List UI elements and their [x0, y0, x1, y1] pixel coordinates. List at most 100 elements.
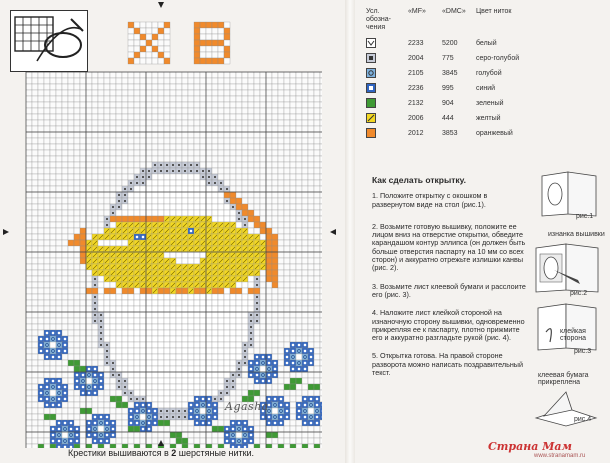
- stitch-cell: [199, 299, 207, 307]
- stitch-cell: [205, 353, 213, 361]
- stitch-cell: [199, 191, 207, 199]
- empty-cell: [235, 71, 243, 79]
- empty-cell: [139, 77, 147, 85]
- empty-cell: [91, 347, 99, 355]
- empty-cell: [55, 179, 63, 187]
- legend-mf: 2132: [408, 100, 424, 107]
- title-cell: [199, 27, 207, 35]
- empty-cell: [73, 197, 81, 205]
- stitch-symbol: [212, 276, 218, 282]
- empty-cell: [37, 275, 45, 283]
- stitch-symbol: [152, 282, 158, 288]
- stitch-symbol: [146, 252, 152, 258]
- stitch-cell: [151, 305, 159, 313]
- empty-cell: [295, 215, 303, 223]
- stitch-cell: [85, 287, 93, 295]
- empty-cell: [319, 221, 322, 229]
- empty-cell: [319, 287, 322, 295]
- stitch-cell: [241, 293, 249, 301]
- empty-cell: [199, 131, 207, 139]
- empty-cell: [217, 137, 225, 145]
- empty-cell: [91, 197, 99, 205]
- stitch-symbol: [236, 258, 242, 264]
- empty-cell: [103, 191, 111, 199]
- empty-cell: [259, 287, 267, 295]
- empty-cell: [307, 443, 315, 448]
- empty-cell: [163, 125, 171, 133]
- stitch-cell: [133, 317, 141, 325]
- empty-cell: [145, 431, 153, 439]
- stitch-cell: [187, 395, 195, 403]
- empty-cell: [121, 149, 129, 157]
- empty-cell: [235, 155, 243, 163]
- stitch-cell: [265, 263, 273, 271]
- stitch-cell: [127, 323, 135, 331]
- empty-cell: [319, 83, 322, 91]
- empty-cell: [133, 137, 141, 145]
- empty-cell: [295, 305, 303, 313]
- stitch-cell: [217, 215, 225, 223]
- empty-cell: [289, 191, 297, 199]
- stitch-symbol: [130, 188, 132, 190]
- stitch-symbol: [152, 258, 158, 264]
- stitch-cell: [115, 353, 123, 361]
- stitch-cell: [223, 215, 231, 223]
- empty-cell: [37, 143, 45, 151]
- empty-cell: [55, 167, 63, 175]
- empty-cell: [265, 287, 273, 295]
- stitch-cell: [223, 287, 231, 295]
- empty-cell: [31, 203, 39, 211]
- empty-cell: [67, 263, 75, 271]
- empty-cell: [247, 125, 255, 133]
- empty-cell: [259, 431, 267, 439]
- stitch-symbol: [291, 355, 295, 359]
- empty-cell: [43, 239, 51, 247]
- empty-cell: [295, 89, 303, 97]
- empty-cell: [289, 113, 297, 121]
- stitch-cell: [79, 407, 87, 415]
- empty-cell: [289, 317, 297, 325]
- empty-cell: [313, 95, 321, 103]
- empty-cell: [67, 407, 75, 415]
- stitch-cell: [205, 197, 213, 205]
- empty-cell: [109, 155, 117, 163]
- empty-cell: [277, 185, 285, 193]
- empty-cell: [163, 437, 171, 445]
- empty-cell: [217, 155, 225, 163]
- empty-cell: [61, 299, 69, 307]
- empty-cell: [301, 185, 309, 193]
- stitch-cell: [193, 299, 201, 307]
- stitch-symbol: [141, 421, 145, 425]
- stitch-symbol: [285, 403, 289, 407]
- title-cell: [157, 57, 165, 65]
- stitch-symbol: [250, 344, 252, 346]
- empty-cell: [289, 107, 297, 115]
- stitch-cell: [133, 359, 141, 367]
- stitch-cell: [319, 407, 322, 415]
- stitch-cell: [43, 413, 51, 421]
- empty-cell: [301, 251, 309, 259]
- empty-cell: [37, 113, 45, 121]
- stitch-cell: [247, 293, 255, 301]
- stitch-symbol: [267, 421, 271, 425]
- empty-cell: [289, 125, 297, 133]
- stitch-symbol: [200, 270, 206, 276]
- stitch-symbol: [236, 234, 242, 240]
- stitch-cell: [169, 185, 177, 193]
- stitch-cell: [151, 311, 159, 319]
- empty-cell: [73, 119, 81, 127]
- empty-cell: [127, 173, 135, 181]
- empty-cell: [25, 443, 33, 448]
- stitch-cell: [157, 419, 165, 427]
- empty-cell: [133, 149, 141, 157]
- empty-cell: [265, 107, 273, 115]
- stitch-cell: [163, 365, 171, 373]
- stitch-symbol: [124, 386, 126, 388]
- empty-cell: [307, 341, 315, 349]
- stitch-cell: [145, 293, 153, 301]
- empty-cell: [61, 401, 69, 409]
- stitch-cell: [169, 341, 177, 349]
- empty-cell: [277, 389, 285, 397]
- stitch-cell: [157, 293, 165, 301]
- empty-cell: [301, 293, 309, 301]
